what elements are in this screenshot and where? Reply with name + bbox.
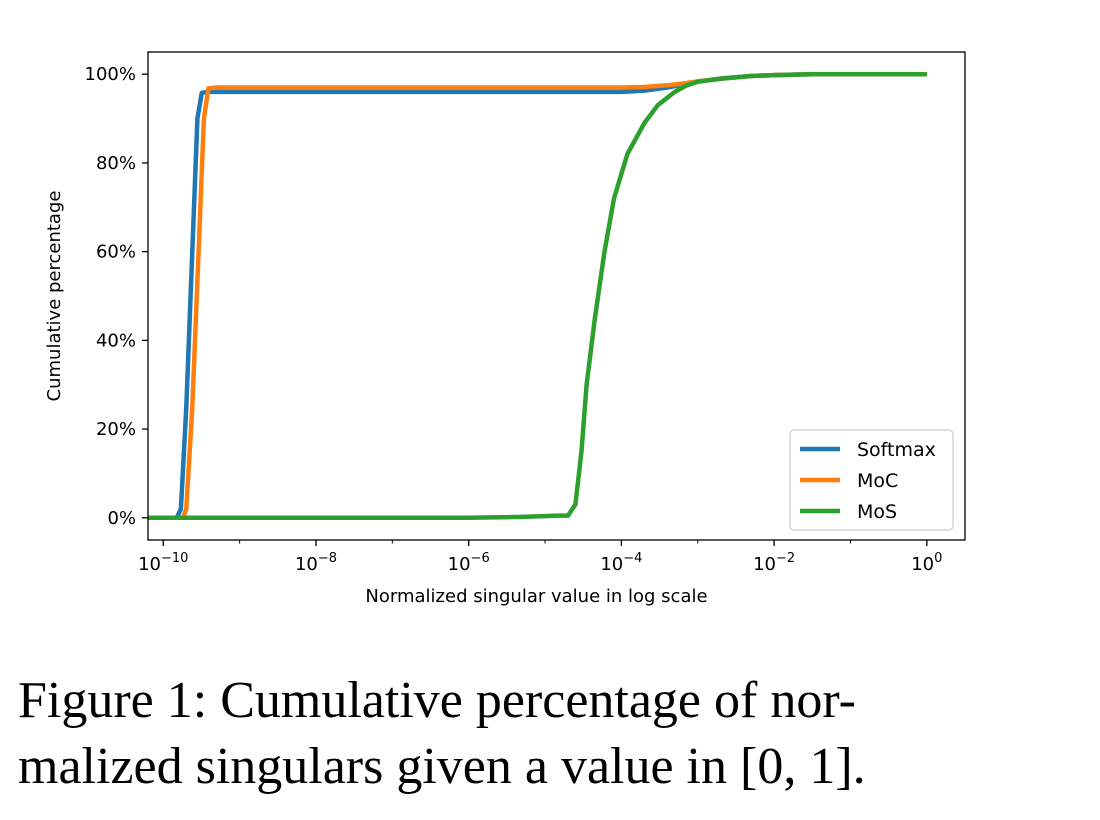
legend: Softmax MoC MoS: [789, 429, 954, 531]
plot-frame: [147, 51, 966, 541]
legend-label-moc: MoC: [857, 470, 898, 492]
legend-label-mos: MoS: [857, 501, 897, 523]
y-tick-label: 80%: [96, 153, 136, 174]
caption-line-2: malized singulars given a value in [0, 1…: [18, 738, 866, 795]
y-tick-label: 100%: [85, 64, 136, 85]
x-axis-label: Normalized singular value in log scale: [365, 586, 707, 607]
caption-line-1: Figure 1: Cumulative percentage of nor-: [18, 672, 856, 729]
y-tick-label: 60%: [96, 242, 136, 263]
series-line-mos: [148, 71, 927, 521]
figure-caption: Figure 1: Cumulative percentage of nor- …: [18, 668, 1078, 800]
y-axis-label: Cumulative percentage: [44, 191, 65, 402]
y-tick-label: 0%: [107, 508, 136, 529]
legend-label-softmax: Softmax: [857, 439, 936, 461]
x-tick-label: 10−2: [753, 551, 795, 575]
legend-box: [789, 429, 954, 531]
cumulative-percentage-chart: 0% 20% 40% 60% 80% 100% 10−10 10−8 10−6 10−4 10−2 1…: [44, 51, 966, 607]
x-tick-label: 10−6: [448, 551, 490, 575]
x-tick-label: 100: [911, 551, 942, 575]
y-tick-label: 40%: [96, 330, 136, 351]
x-tick-label: 10−4: [600, 551, 642, 575]
y-tick-label: 20%: [96, 419, 136, 440]
x-tick-label: 10−8: [295, 551, 337, 575]
x-tick-label: 10−10: [138, 551, 188, 575]
